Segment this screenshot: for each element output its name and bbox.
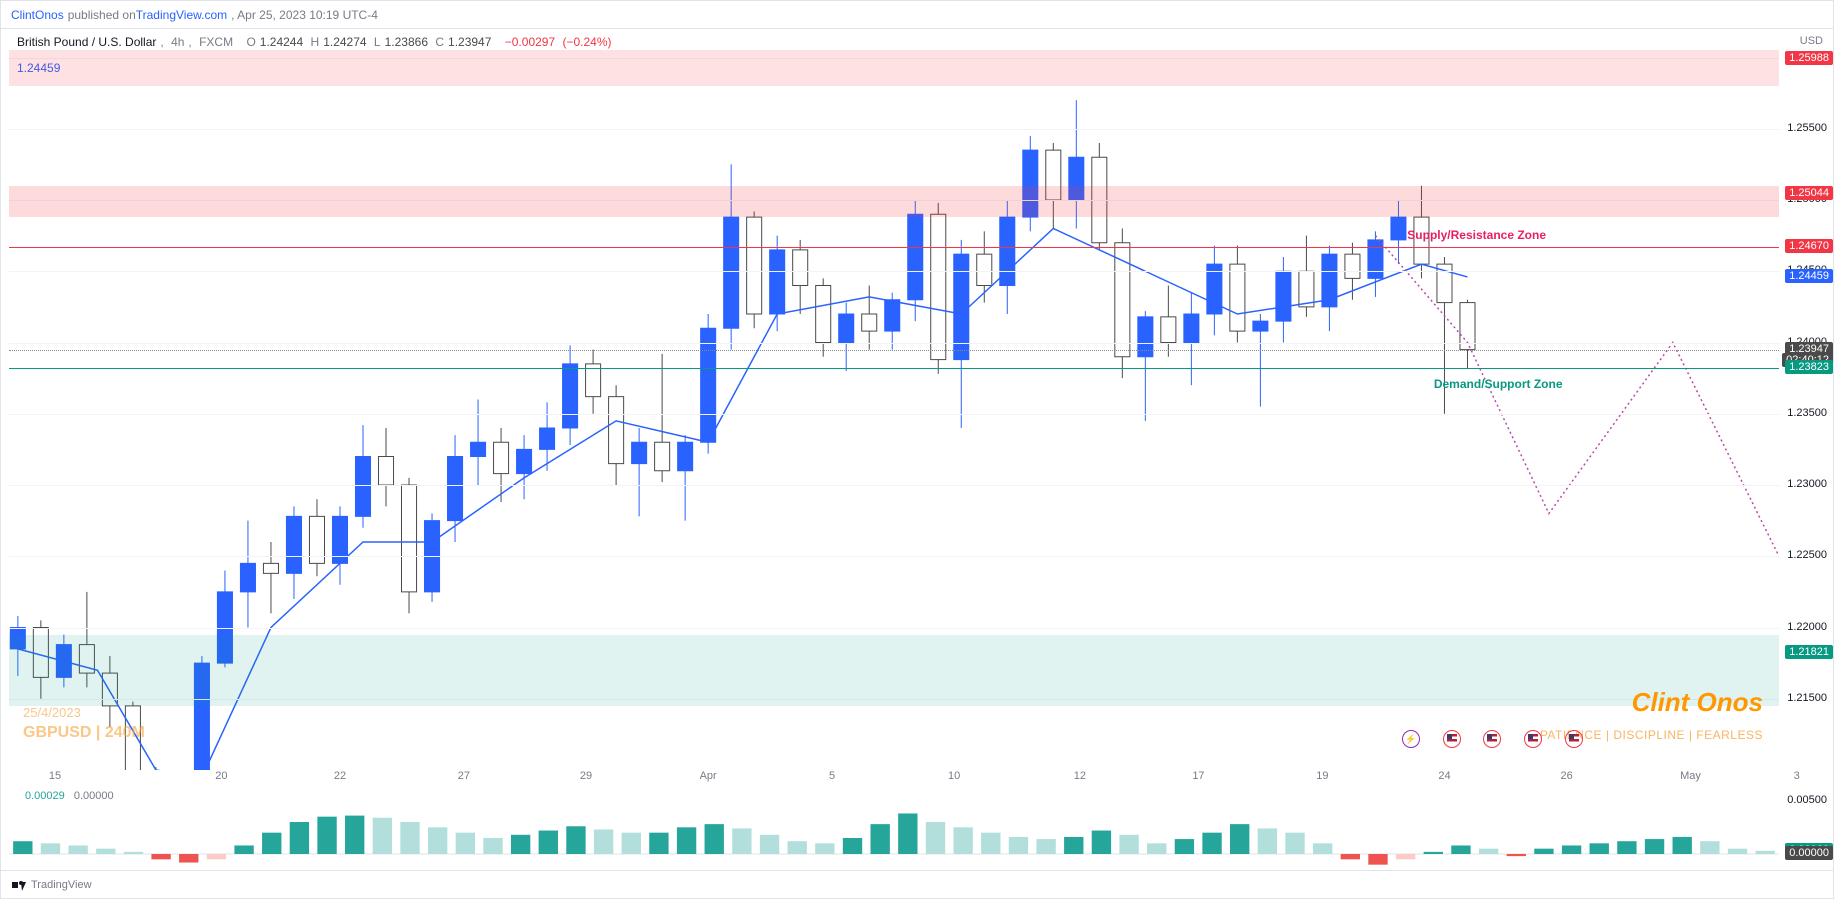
price-zone <box>9 186 1779 217</box>
y-tick: 1.21500 <box>1787 692 1827 704</box>
flag-us-icon[interactable] <box>1443 730 1461 748</box>
macd-svg <box>9 790 1779 870</box>
time-axis[interactable]: 1520222729Apr5101217192426May3 <box>9 770 1779 790</box>
x-tick: 3 <box>1794 770 1800 782</box>
x-tick: 24 <box>1438 770 1450 782</box>
flag-us-icon[interactable] <box>1565 730 1583 748</box>
price-zone <box>9 635 1779 706</box>
x-tick: May <box>1680 770 1701 782</box>
horizontal-line[interactable] <box>9 368 1779 369</box>
price-tag: 1.24459 <box>1785 269 1833 283</box>
y-tick: 1.22500 <box>1787 549 1827 561</box>
publisher-name[interactable]: ClintOnos <box>11 8 64 22</box>
price-tag: 1.24670 <box>1785 239 1833 253</box>
watermark-date: 25/4/2023 <box>23 705 81 720</box>
chart-page: ClintOnos published on TradingView.com ,… <box>0 0 1834 899</box>
x-tick: 19 <box>1316 770 1328 782</box>
price-tag: 1.25044 <box>1785 186 1833 200</box>
x-tick: 17 <box>1192 770 1204 782</box>
flag-us-icon[interactable] <box>1524 730 1542 748</box>
watermark-symbol: GBPUSD | 240M <box>23 724 145 742</box>
x-tick: 5 <box>829 770 835 782</box>
horizontal-line[interactable] <box>9 247 1779 248</box>
price-tag: 1.21821 <box>1785 645 1833 659</box>
footer-bar: TradingView <box>1 870 1833 898</box>
x-tick: 22 <box>334 770 346 782</box>
y-tick: 1.23500 <box>1787 407 1827 419</box>
x-tick: 26 <box>1560 770 1572 782</box>
author-signature: Clint Onos <box>1632 687 1763 718</box>
publish-date: , Apr 25, 2023 10:19 UTC-4 <box>231 8 378 22</box>
price-chart[interactable]: Supply/Resistance Zone Demand/Support Zon… <box>9 29 1779 770</box>
price-axis[interactable]: 1.260001.255001.250001.245001.240001.235… <box>1779 29 1833 770</box>
publish-text: published on <box>68 8 136 22</box>
x-tick: Apr <box>700 770 717 782</box>
zone-label: Supply/Resistance Zone <box>1407 228 1546 242</box>
lightning-icon[interactable]: ⚡ <box>1402 730 1420 748</box>
price-zone <box>9 50 1779 86</box>
y-tick: 1.22000 <box>1787 621 1827 633</box>
x-tick: 29 <box>580 770 592 782</box>
publish-bar: ClintOnos published on TradingView.com ,… <box>1 1 1833 29</box>
y-tick: 1.23000 <box>1787 478 1827 490</box>
zone-label: Demand/Support Zone <box>1434 377 1563 391</box>
x-tick: 12 <box>1074 770 1086 782</box>
macd-axis[interactable]: 0.005000.000290.00000 <box>1779 790 1833 870</box>
x-tick: 27 <box>458 770 470 782</box>
price-tag: 1.23823 <box>1785 360 1833 374</box>
x-tick: 20 <box>215 770 227 782</box>
footer-brand[interactable]: TradingView <box>31 879 92 891</box>
site-link[interactable]: TradingView.com <box>136 8 227 22</box>
y-tick: 1.25500 <box>1787 122 1827 134</box>
price-tag: 1.25988 <box>1785 51 1833 65</box>
tradingview-logo-icon <box>11 877 27 893</box>
x-tick: 10 <box>948 770 960 782</box>
macd-panel[interactable]: 0.00029 0.00000 <box>9 790 1779 870</box>
x-tick: 15 <box>49 770 61 782</box>
